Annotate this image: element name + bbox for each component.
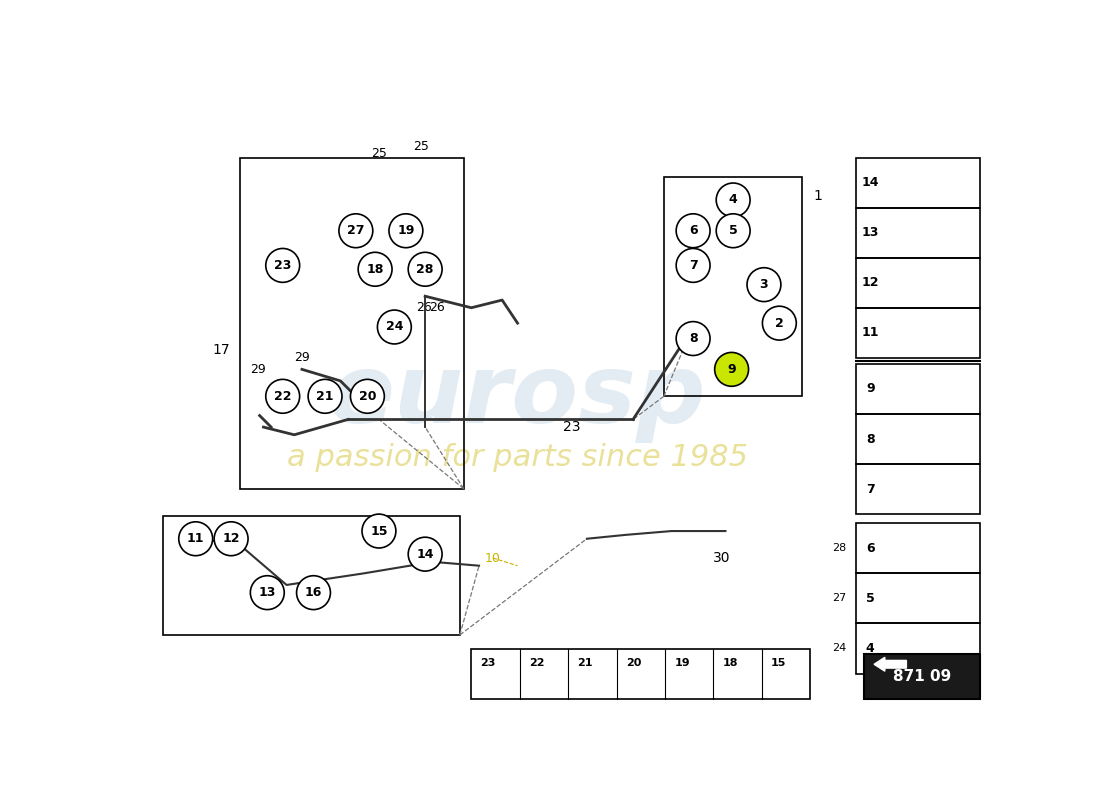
Circle shape <box>339 214 373 248</box>
Circle shape <box>266 249 299 282</box>
Text: a passion for parts since 1985: a passion for parts since 1985 <box>287 443 748 472</box>
Text: 5: 5 <box>729 224 737 238</box>
Text: 2: 2 <box>778 315 785 328</box>
Circle shape <box>762 306 796 340</box>
Text: 6: 6 <box>866 542 874 555</box>
Circle shape <box>715 353 749 386</box>
Text: 13: 13 <box>861 226 879 239</box>
Text: eurosp: eurosp <box>329 350 706 443</box>
Text: 5: 5 <box>866 592 874 605</box>
Text: 2: 2 <box>776 317 783 330</box>
Text: 9: 9 <box>866 382 874 395</box>
Bar <box>856 623 980 674</box>
Text: 14: 14 <box>861 176 879 189</box>
Circle shape <box>408 252 442 286</box>
Text: 20: 20 <box>359 390 376 403</box>
Circle shape <box>389 214 422 248</box>
Circle shape <box>266 379 299 414</box>
Text: 11: 11 <box>861 326 879 339</box>
Bar <box>856 364 980 414</box>
Text: 26: 26 <box>429 302 444 314</box>
Text: 6: 6 <box>689 224 697 238</box>
Bar <box>664 177 803 396</box>
Circle shape <box>178 522 212 556</box>
Text: 19: 19 <box>397 224 415 238</box>
Text: 12: 12 <box>222 532 240 546</box>
Circle shape <box>359 252 392 286</box>
Text: 30: 30 <box>713 551 730 565</box>
Text: 11: 11 <box>187 532 205 546</box>
Text: 27: 27 <box>348 224 364 238</box>
Text: 18: 18 <box>723 658 738 668</box>
Text: 28: 28 <box>417 262 433 276</box>
Bar <box>856 574 980 623</box>
Text: 13: 13 <box>258 586 276 599</box>
Text: 15: 15 <box>771 658 786 668</box>
Text: 3: 3 <box>760 278 768 291</box>
Text: 17: 17 <box>212 343 230 357</box>
Text: 7: 7 <box>689 259 697 272</box>
Bar <box>856 208 980 258</box>
Text: 23: 23 <box>563 420 580 434</box>
Circle shape <box>747 268 781 302</box>
Text: 28: 28 <box>833 543 847 554</box>
Text: 9: 9 <box>727 363 736 376</box>
Bar <box>865 654 980 699</box>
Text: 10: 10 <box>485 551 501 565</box>
Circle shape <box>676 249 711 282</box>
Circle shape <box>716 183 750 217</box>
Text: 15: 15 <box>371 525 387 538</box>
Text: 21: 21 <box>578 658 593 668</box>
Text: 8: 8 <box>689 332 697 345</box>
Text: 24: 24 <box>833 643 847 654</box>
Text: 16: 16 <box>305 586 322 599</box>
Text: 19: 19 <box>674 658 690 668</box>
Circle shape <box>676 214 711 248</box>
Bar <box>241 158 464 489</box>
Text: 7: 7 <box>866 482 874 495</box>
Circle shape <box>362 514 396 548</box>
Bar <box>163 516 460 635</box>
Text: 12: 12 <box>861 276 879 290</box>
Text: 23: 23 <box>481 658 496 668</box>
Bar <box>856 158 980 208</box>
Bar <box>856 464 980 514</box>
Text: 26: 26 <box>416 302 431 314</box>
Bar <box>856 523 980 574</box>
Circle shape <box>377 310 411 344</box>
Text: 22: 22 <box>529 658 544 668</box>
Text: 21: 21 <box>317 390 333 403</box>
Text: 4: 4 <box>729 194 737 206</box>
FancyArrow shape <box>874 658 906 671</box>
Circle shape <box>308 379 342 414</box>
Circle shape <box>408 538 442 571</box>
Bar <box>472 649 810 699</box>
Text: 29: 29 <box>250 363 266 376</box>
Text: 20: 20 <box>626 658 641 668</box>
Text: 8: 8 <box>866 433 874 446</box>
Text: 27: 27 <box>833 594 847 603</box>
Text: 23: 23 <box>274 259 292 272</box>
Text: 22: 22 <box>274 390 292 403</box>
Text: 25: 25 <box>414 139 429 153</box>
Bar <box>856 308 980 358</box>
Circle shape <box>214 522 249 556</box>
Circle shape <box>351 379 384 414</box>
Text: 1: 1 <box>813 189 823 203</box>
Text: 25: 25 <box>371 147 387 160</box>
Text: 4: 4 <box>866 642 874 655</box>
Circle shape <box>676 322 711 355</box>
Text: 3: 3 <box>761 276 769 289</box>
Text: 18: 18 <box>366 262 384 276</box>
Bar <box>856 414 980 464</box>
Circle shape <box>716 214 750 248</box>
Circle shape <box>251 576 284 610</box>
Text: 14: 14 <box>417 548 433 561</box>
Bar <box>856 258 980 308</box>
Circle shape <box>297 576 330 610</box>
Text: 29: 29 <box>294 351 310 364</box>
Text: 871 09: 871 09 <box>893 669 950 684</box>
Text: 24: 24 <box>386 321 403 334</box>
